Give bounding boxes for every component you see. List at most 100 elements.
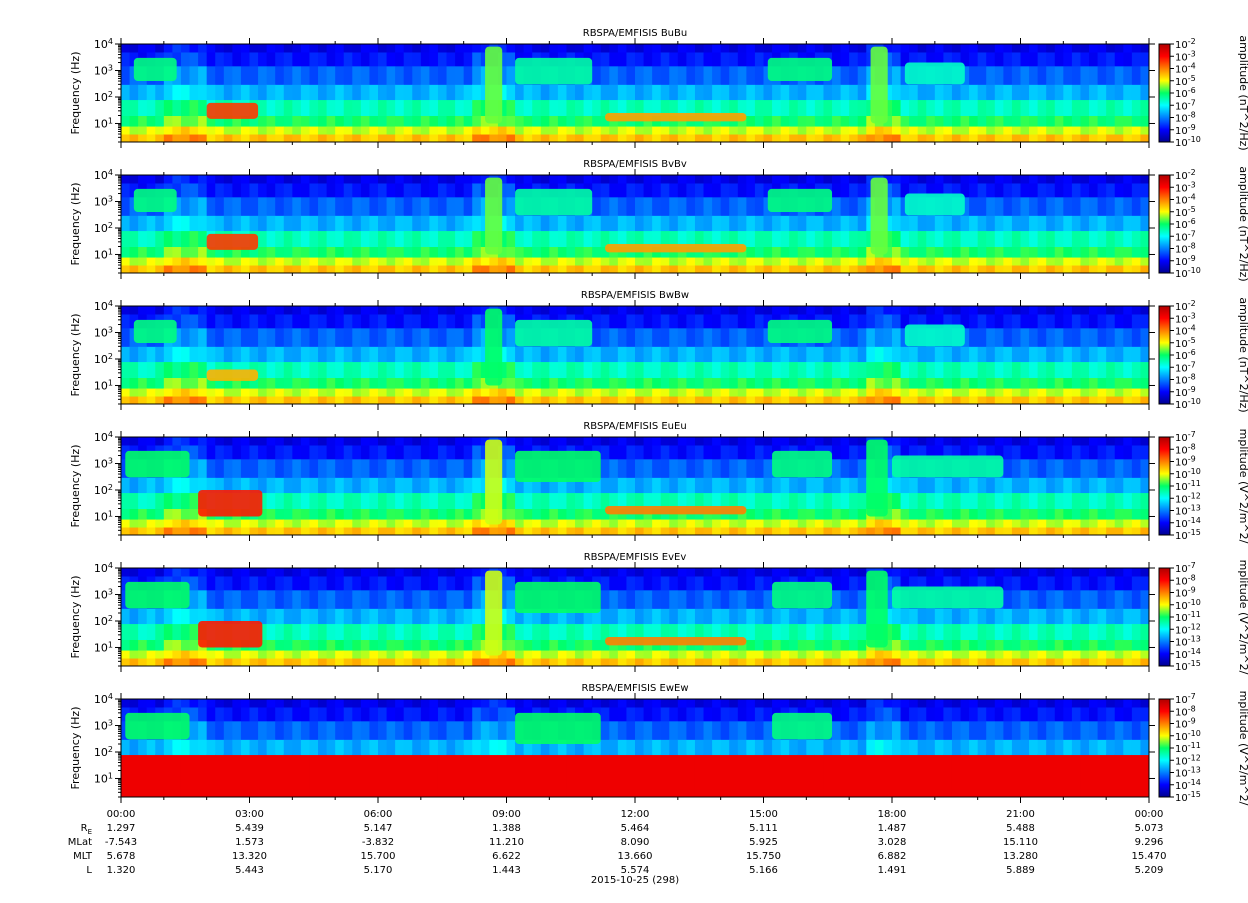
spectrogram-cell xyxy=(267,314,276,328)
spectrogram-cell xyxy=(155,378,164,389)
spectrogram-cell xyxy=(224,437,233,445)
spectrogram-cell xyxy=(369,44,378,52)
spectrogram-cell xyxy=(926,247,935,258)
spectrogram-cell xyxy=(1106,247,1115,258)
spectrogram-cell xyxy=(1063,306,1072,314)
spectrogram-cell xyxy=(207,215,216,231)
spectrogram-cell xyxy=(1098,445,1107,459)
spectrogram-cell xyxy=(841,362,850,378)
spectrogram-cell xyxy=(224,576,233,590)
spectrogram-cell xyxy=(284,568,293,576)
spectrogram-cell xyxy=(387,346,396,362)
spectrogram-cell xyxy=(1140,134,1149,142)
spectrogram-cell xyxy=(858,568,867,576)
spectrogram-cell xyxy=(1098,100,1107,116)
spectrogram-cell xyxy=(438,215,447,231)
spectrogram-cell xyxy=(575,84,584,100)
spectrogram-cell xyxy=(1115,175,1124,183)
spectrogram-cell xyxy=(764,247,773,258)
spectrogram-cell xyxy=(1038,84,1047,100)
spectrogram-cell xyxy=(258,257,267,265)
spectrogram-cell xyxy=(395,576,404,590)
spectrogram-cell xyxy=(250,52,259,66)
spectrogram-cell xyxy=(327,265,336,273)
spectrogram-cell xyxy=(986,257,995,265)
spectrogram-cell xyxy=(404,493,413,509)
spectrogram-cell xyxy=(335,459,344,478)
spectrogram-cell xyxy=(438,388,447,396)
spectrogram-cell xyxy=(961,396,970,404)
spectrogram-cell xyxy=(1106,44,1115,52)
spectrogram-cell xyxy=(558,116,567,127)
spectrogram-cell xyxy=(267,257,276,265)
spectrogram-cell xyxy=(832,658,841,666)
spectrogram-cell xyxy=(746,493,755,509)
spectrogram-cell xyxy=(532,257,541,265)
spectrogram-cell xyxy=(447,437,456,445)
spectrogram-cell xyxy=(378,100,387,116)
spectrogram-cell xyxy=(995,314,1004,328)
spectrogram-cell xyxy=(678,44,687,52)
spectrogram-cell xyxy=(918,568,927,576)
spectrogram-cell xyxy=(1029,608,1038,624)
spectrogram-cell xyxy=(678,134,687,142)
spectrogram-cell xyxy=(549,437,558,445)
spectrogram-cell xyxy=(429,328,438,347)
spectrogram-cell xyxy=(729,437,738,445)
spectrogram-cell xyxy=(1072,378,1081,389)
spectrogram-cell xyxy=(644,215,653,231)
spectrogram-cell xyxy=(1140,640,1149,651)
spectrogram-cell xyxy=(207,388,216,396)
spectrogram-cell xyxy=(181,197,190,216)
spectrogram-cell xyxy=(507,509,516,520)
spectrogram-cell xyxy=(1012,477,1021,493)
spectrogram-cell xyxy=(447,590,456,609)
spectrogram-cell xyxy=(532,126,541,134)
spectrogram-cell xyxy=(566,509,575,520)
spectrogram-cell xyxy=(584,134,593,142)
spectrogram-cell xyxy=(369,650,378,658)
spectrogram-cell xyxy=(823,509,832,520)
spectrogram-cell xyxy=(832,493,841,509)
spectrogram-cell xyxy=(309,247,318,258)
spectrogram-cell xyxy=(421,66,430,85)
spectrogram-cell xyxy=(626,314,635,328)
spectrogram-cell xyxy=(241,437,250,445)
spectrogram-cell xyxy=(1072,197,1081,216)
spectrogram-cell xyxy=(798,215,807,231)
spectrogram-cell xyxy=(601,215,610,231)
spectrogram-cell xyxy=(541,519,550,527)
spectrogram-cell xyxy=(369,306,378,314)
spectrogram-cell xyxy=(849,306,858,314)
spectrogram-cell xyxy=(1012,396,1021,404)
spectrogram-cell xyxy=(764,100,773,116)
spectrogram-cell xyxy=(849,640,858,651)
spectrogram-cell xyxy=(661,650,670,658)
spectrogram-cell xyxy=(515,640,524,651)
spectrogram-cell xyxy=(215,396,224,404)
spectrogram-cell xyxy=(558,126,567,134)
spectrogram-cell xyxy=(507,608,516,624)
spectrogram-cell xyxy=(969,437,978,445)
spectrogram-cell xyxy=(849,590,858,609)
spectrogram-cell xyxy=(412,527,421,535)
spectrogram-cell xyxy=(284,328,293,347)
spectrogram-cell xyxy=(858,362,867,378)
spectrogram-cell xyxy=(995,231,1004,247)
spectrogram-cell xyxy=(781,527,790,535)
spectrogram-cell xyxy=(575,527,584,535)
spectrogram-cell xyxy=(592,247,601,258)
spectrogram-cell xyxy=(429,519,438,527)
spectrogram-cell xyxy=(678,306,687,314)
spectrogram-cell xyxy=(575,378,584,389)
spectrogram-cell xyxy=(935,84,944,100)
spectrogram-cell xyxy=(447,519,456,527)
spectrogram-cell xyxy=(738,183,747,197)
spectrogram-cell xyxy=(130,493,139,509)
spectrogram-cell xyxy=(541,215,550,231)
spectrogram-cell xyxy=(729,650,738,658)
spectrogram-cell xyxy=(1080,197,1089,216)
spectrogram-cell xyxy=(584,527,593,535)
spectrogram-cell xyxy=(1012,437,1021,445)
spectrogram-cell xyxy=(721,445,730,459)
